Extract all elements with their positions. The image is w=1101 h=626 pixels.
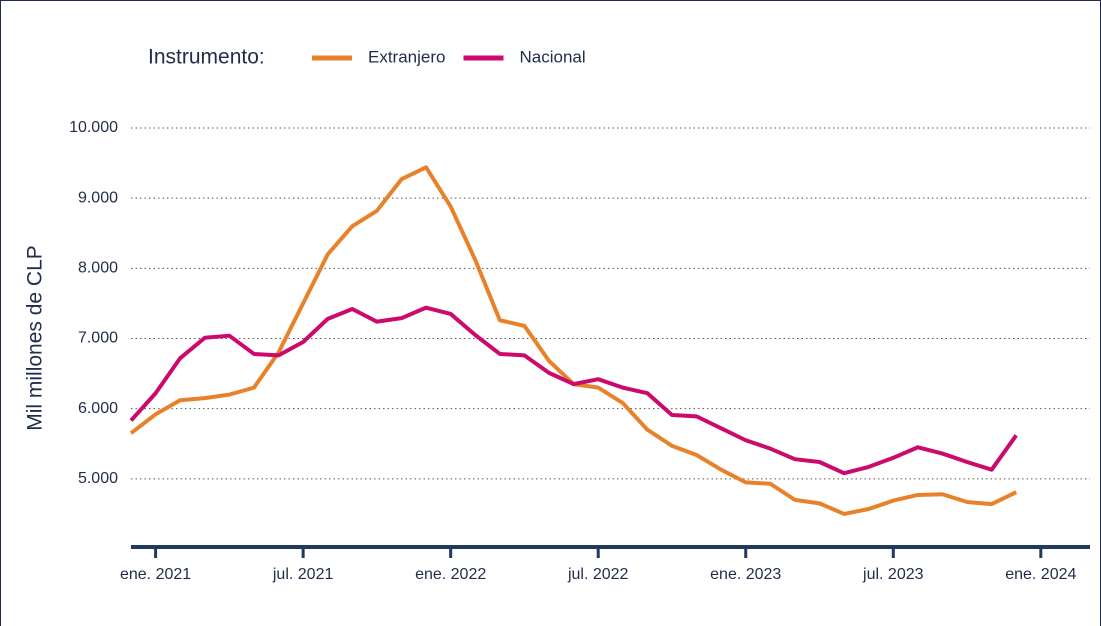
x-tick-label: ene. 2022 <box>415 566 486 583</box>
legend-title: Instrumento: <box>148 46 265 69</box>
x-tick-label: jul. 2022 <box>567 566 629 583</box>
x-tick-label: jul. 2021 <box>272 566 334 583</box>
legend-label: Nacional <box>519 47 585 66</box>
y-axis-label: Mil millones de CLP <box>24 245 47 431</box>
x-tick-label: ene. 2021 <box>120 566 191 583</box>
y-tick-label: 8.000 <box>78 260 118 277</box>
y-tick-label: 6.000 <box>78 400 118 417</box>
y-tick-label: 5.000 <box>78 470 118 487</box>
y-tick-label: 10.000 <box>69 119 118 136</box>
x-tick-label: jul. 2023 <box>862 566 924 583</box>
x-tick-label: ene. 2024 <box>1005 566 1076 583</box>
legend-label: Extranjero <box>368 47 445 66</box>
y-tick-label: 9.000 <box>78 189 118 206</box>
x-tick-label: ene. 2023 <box>710 566 781 583</box>
series-line <box>129 305 1018 476</box>
y-tick-label: 7.000 <box>78 330 118 347</box>
